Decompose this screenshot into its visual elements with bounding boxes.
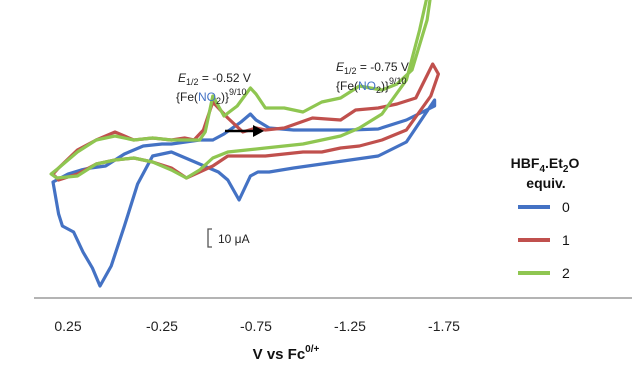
- annotation-2-e: E: [336, 60, 345, 74]
- annotation-1-value: = -0.52 V: [199, 71, 251, 85]
- annotation-1-e: E: [178, 71, 187, 85]
- annotation-e-half-1: E1/2 = -0.52 V: [178, 71, 251, 87]
- annotation-1-species-post: )}: [221, 90, 229, 104]
- x-tick-label: -0.25: [146, 318, 178, 334]
- annotation-2-e-sub: 1/2: [344, 66, 357, 76]
- annotation-1-species-pre: {Fe(: [176, 90, 198, 104]
- annotation-1-e-sub: 1/2: [186, 77, 199, 87]
- x-axis-title-superscript: 0/+: [305, 344, 319, 355]
- x-axis-ticks: 0.25 -0.25 -0.75 -1.25 -1.75: [54, 318, 460, 334]
- x-tick-label: -1.75: [428, 318, 460, 334]
- legend-label-0: 0: [562, 199, 570, 215]
- x-tick-label: -1.25: [334, 318, 366, 334]
- annotation-species-2: {Fe(NO2)}9/10: [336, 76, 407, 95]
- annotation-2-value: = -0.75 V: [357, 60, 409, 74]
- legend-label-1: 1: [562, 232, 570, 248]
- legend: HBF4.Et2O equiv. 012: [511, 155, 580, 281]
- annotation-2-no: NO: [358, 79, 376, 93]
- legend-title-mid: .Et: [545, 155, 563, 171]
- annotation-1-species-sup: 9/10: [229, 87, 247, 97]
- annotation-2-species-sup: 9/10: [389, 76, 407, 86]
- scan-direction-arrow-icon: [225, 125, 264, 137]
- annotation-species-1: {Fe(NO2)}9/10: [176, 87, 247, 106]
- legend-title-line2: equiv.: [526, 175, 565, 191]
- x-tick-label: 0.25: [54, 318, 81, 334]
- legend-items: 0 1 2: [518, 199, 570, 281]
- current-scale-bar: 10 μA: [207, 228, 250, 248]
- annotation-1-species-sub: 2: [216, 96, 221, 106]
- legend-title-line1: HBF4.Et2O: [511, 155, 580, 175]
- legend-title-sub1: 4: [539, 164, 545, 175]
- annotation-2-species-pre: {Fe(: [336, 79, 358, 93]
- x-tick-label: -0.75: [240, 318, 272, 334]
- annotation-e-half-2: E1/2 = -0.75 V: [336, 60, 409, 76]
- plot-area: [49, 0, 440, 288]
- annotation-2-species-sub: 2: [376, 85, 381, 95]
- legend-title-end: O: [568, 155, 579, 171]
- scale-bar-label: 10 μA: [218, 232, 250, 246]
- legend-title-main: HBF: [511, 155, 540, 171]
- x-axis-title: V vs Fc0/+: [253, 344, 320, 363]
- annotation-1-no: NO: [198, 90, 216, 104]
- series-line-0: [51, 98, 437, 288]
- legend-title-sub2: 2: [563, 164, 569, 175]
- series-line-2: [49, 0, 432, 180]
- annotation-2-species-post: )}: [381, 79, 389, 93]
- legend-label-2: 2: [562, 265, 570, 281]
- x-axis-title-main: V vs Fc: [253, 346, 306, 363]
